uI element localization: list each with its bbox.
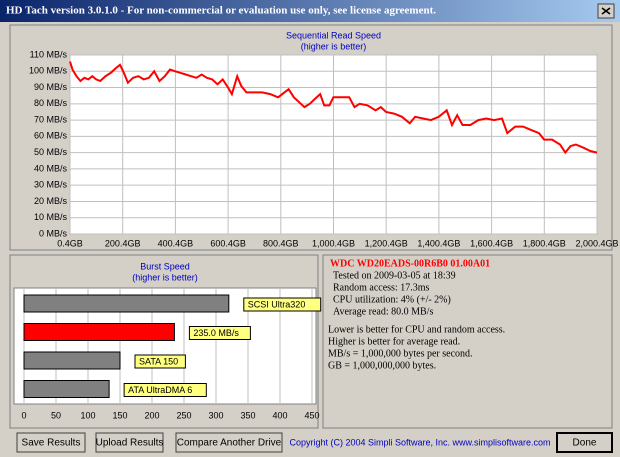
- y-tick-label: 70 MB/s: [34, 114, 68, 124]
- compare-label[interactable]: Compare Another Drive: [177, 438, 282, 449]
- y-tick-label: 60 MB/s: [34, 131, 68, 141]
- chart-subtitle: (higher is better): [301, 41, 367, 51]
- chart-subtitle: (higher is better): [132, 272, 198, 282]
- x-tick-label: 350: [240, 410, 255, 420]
- y-tick-label: 40 MB/s: [34, 163, 68, 173]
- x-tick-label: 1,400.4GB: [417, 238, 460, 248]
- drive-name: WDC WD20EADS-00R6B0 01.00A01: [330, 258, 490, 269]
- title-bar: [0, 0, 620, 22]
- info-line: Tested on 2009-03-05 at 18:39: [333, 270, 456, 281]
- x-tick-label: 1,000.4GB: [312, 238, 355, 248]
- y-tick-label: 100 MB/s: [29, 66, 68, 76]
- bar-label: 235.0 MB/s: [193, 328, 239, 338]
- x-tick-label: 300: [208, 410, 223, 420]
- y-tick-label: 0 MB/s: [39, 228, 68, 238]
- upload-label[interactable]: Upload Results: [96, 438, 164, 449]
- chart-title: Sequential Read Speed: [286, 30, 381, 40]
- info-note: Lower is better for CPU and random acces…: [328, 324, 505, 335]
- upload-button[interactable]: [95, 432, 164, 453]
- save-label[interactable]: Save Results: [22, 438, 81, 449]
- x-tick-label: 2,000.4GB: [575, 238, 618, 248]
- info-line: Random access: 17.3ms: [333, 282, 429, 293]
- chart-title: Burst Speed: [140, 261, 190, 271]
- x-tick-label: 1,200.4GB: [365, 238, 408, 248]
- compare-button[interactable]: [175, 432, 283, 453]
- info-line: Average read: 80.0 MB/s: [333, 306, 433, 317]
- bar-label-box: [243, 297, 322, 312]
- x-tick-label: 1,800.4GB: [523, 238, 566, 248]
- bar-label: SATA 150: [139, 356, 178, 366]
- save-button[interactable]: [16, 432, 86, 453]
- x-tick-label: 50: [51, 410, 61, 420]
- window-title: HD Tach version 3.0.1.0 - For non-commer…: [6, 5, 436, 17]
- x-tick-label: 450: [304, 410, 319, 420]
- x-tick-label: 1,600.4GB: [470, 238, 513, 248]
- x-tick-label: 600.4GB: [210, 238, 246, 248]
- copyright: Copyright (C) 2004 Simpli Software, Inc.…: [289, 437, 550, 447]
- info-line: CPU utilization: 4% (+/- 2%): [333, 294, 451, 305]
- y-tick-label: 30 MB/s: [34, 180, 68, 190]
- bar: [23, 294, 230, 313]
- bar: [23, 351, 121, 370]
- y-tick-label: 80 MB/s: [34, 98, 68, 108]
- bar-label-box: [134, 354, 186, 369]
- info-note: Higher is better for average read.: [328, 336, 460, 347]
- done-label[interactable]: Done: [573, 438, 597, 449]
- close-x[interactable]: [601, 7, 611, 15]
- x-tick-label: 0.4GB: [57, 238, 83, 248]
- x-tick-label: 0: [21, 410, 26, 420]
- bar: [23, 380, 110, 398]
- y-tick-label: 50 MB/s: [34, 147, 68, 157]
- info-note: MB/s = 1,000,000 bytes per second.: [328, 348, 473, 359]
- bar-label: SCSI Ultra320: [248, 299, 306, 309]
- x-tick-label: 400.4GB: [158, 238, 194, 248]
- bar-label: ATA UltraDMA 6: [128, 385, 192, 395]
- bar: [23, 323, 175, 341]
- x-tick-label: 200: [144, 410, 159, 420]
- info-note: GB = 1,000,000,000 bytes.: [328, 360, 436, 371]
- y-tick-label: 110 MB/s: [30, 49, 68, 59]
- buttons: Save Results Upload Results Compare Anot…: [16, 432, 613, 453]
- y-tick-label: 20 MB/s: [34, 196, 68, 206]
- y-tick-label: 90 MB/s: [34, 82, 68, 92]
- y-tick-label: 10 MB/s: [34, 212, 68, 222]
- x-tick-label: 100: [80, 410, 95, 420]
- done-button[interactable]: [556, 432, 613, 453]
- x-tick-label: 150: [112, 410, 127, 420]
- x-tick-label: 800.4GB: [263, 238, 299, 248]
- x-tick-label: 250: [176, 410, 191, 420]
- info-panel: [322, 254, 613, 429]
- bar-label-box: [123, 383, 207, 397]
- close-button[interactable]: [597, 3, 615, 19]
- bar-label-box: [188, 326, 251, 340]
- x-tick-label: 200.4GB: [105, 238, 141, 248]
- x-tick-label: 400: [272, 410, 287, 420]
- read-line: [69, 61, 598, 155]
